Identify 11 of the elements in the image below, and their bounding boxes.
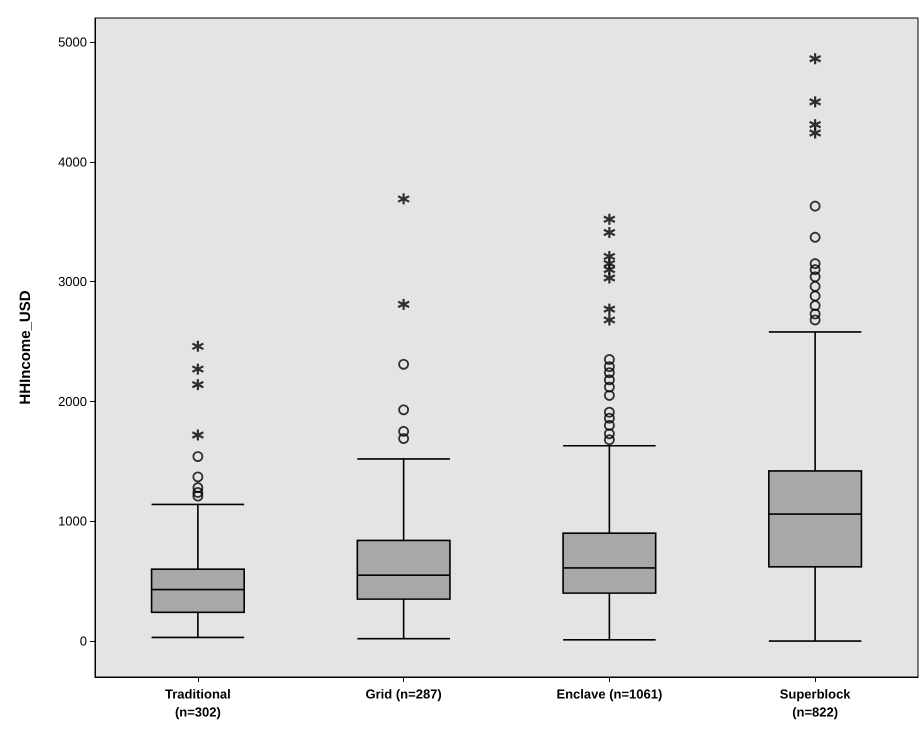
x-tick-label: Grid (n=287) [366, 686, 442, 702]
x-tick-label: Traditional (n=302) [165, 686, 231, 720]
x-tick-label: Superblock (n=822) [780, 686, 852, 720]
y-tick-label: 2000 [58, 394, 87, 409]
y-tick-label: 0 [80, 634, 87, 649]
y-tick-label: 5000 [58, 34, 87, 50]
y-axis-title: HHIncome_USD [17, 290, 34, 405]
x-tick-label: Enclave (n=1061) [556, 686, 662, 702]
y-tick-label: 1000 [58, 514, 87, 529]
y-tick-label: 4000 [58, 154, 87, 170]
y-tick-label: 3000 [58, 274, 87, 290]
